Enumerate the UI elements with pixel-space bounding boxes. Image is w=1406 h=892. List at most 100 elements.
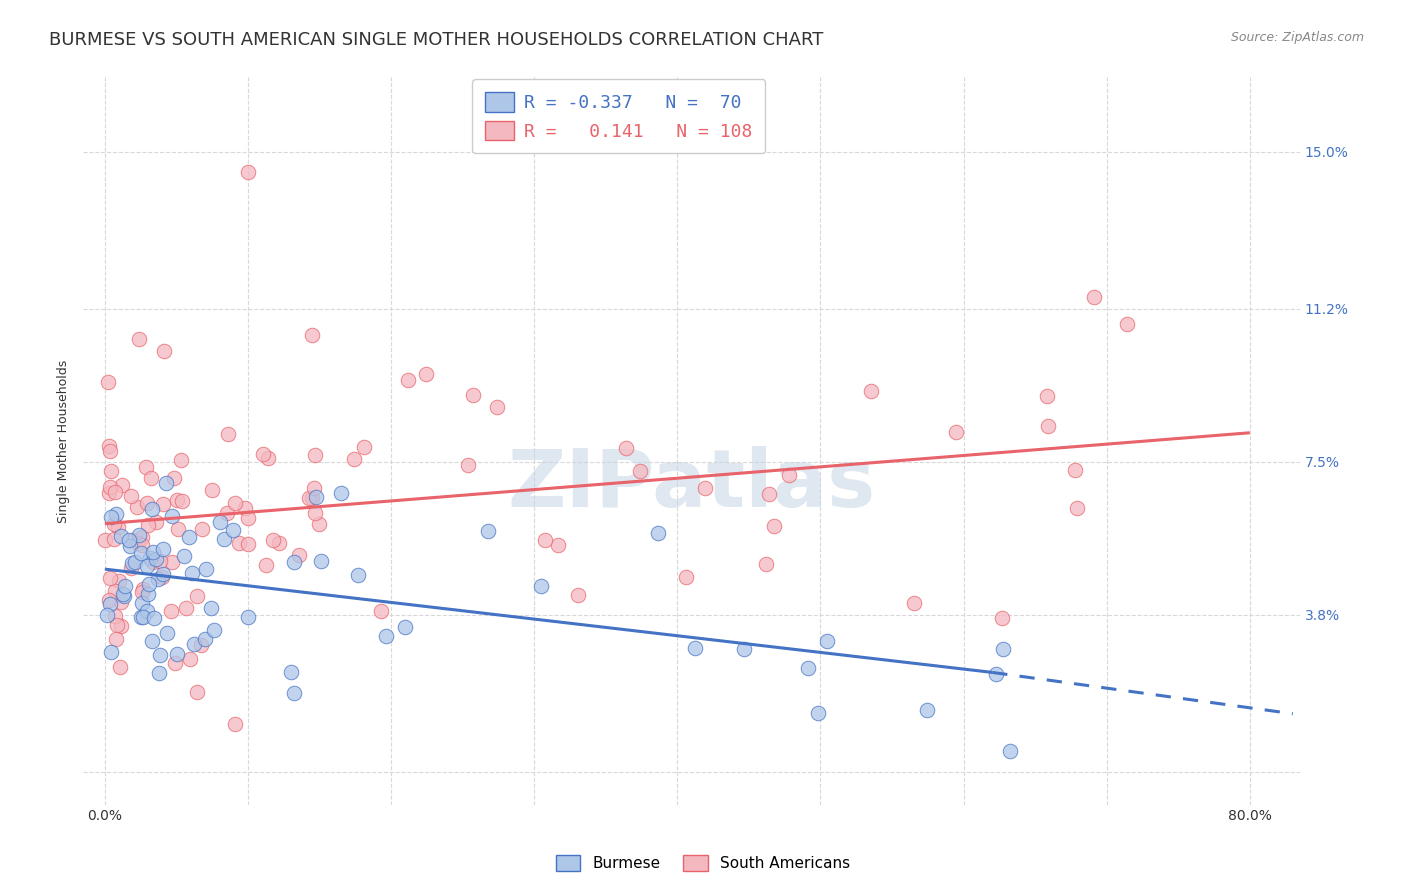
Point <box>105 618 128 632</box>
Point <box>131 596 153 610</box>
Point <box>98 598 121 612</box>
Point <box>1035 389 1057 403</box>
Point <box>534 533 557 548</box>
Point <box>149 554 172 568</box>
Point <box>683 641 706 656</box>
Point <box>309 553 332 567</box>
Point <box>141 502 163 516</box>
Point <box>152 542 174 557</box>
Point <box>128 332 150 346</box>
Point <box>254 558 277 572</box>
Point <box>194 632 217 647</box>
Point <box>183 637 205 651</box>
Point <box>127 536 149 550</box>
Point <box>100 464 122 478</box>
Text: BURMESE VS SOUTH AMERICAN SINGLE MOTHER HOUSEHOLDS CORRELATION CHART: BURMESE VS SOUTH AMERICAN SINGLE MOTHER … <box>49 31 824 49</box>
Point <box>353 440 375 454</box>
Point <box>567 588 589 602</box>
Point <box>262 533 284 548</box>
Point <box>614 442 637 456</box>
Point <box>222 523 245 537</box>
Point <box>139 471 162 485</box>
Point <box>136 587 159 601</box>
Point <box>202 623 225 637</box>
Point <box>166 647 188 661</box>
Point <box>675 569 697 583</box>
Point <box>165 656 187 670</box>
Point <box>190 639 212 653</box>
Point <box>179 651 201 665</box>
Point <box>859 384 882 399</box>
Point <box>200 601 222 615</box>
Point <box>135 496 157 510</box>
Point <box>97 592 120 607</box>
Point <box>1083 290 1105 304</box>
Point <box>415 367 437 381</box>
Point <box>104 609 127 624</box>
Point <box>145 515 167 529</box>
Point <box>98 479 121 493</box>
Point <box>186 685 208 699</box>
Point <box>149 648 172 662</box>
Point <box>778 467 800 482</box>
Point <box>110 619 132 633</box>
Point <box>228 535 250 549</box>
Point <box>142 555 165 569</box>
Point <box>529 579 551 593</box>
Point <box>304 506 326 520</box>
Point <box>121 557 143 571</box>
Point <box>396 373 419 387</box>
Point <box>236 511 259 525</box>
Point <box>998 744 1021 758</box>
Point <box>100 510 122 524</box>
Point <box>733 642 755 657</box>
Point <box>329 486 352 500</box>
Point <box>94 533 117 547</box>
Point <box>485 401 508 415</box>
Point <box>301 491 323 506</box>
Point <box>108 660 131 674</box>
Point <box>477 524 499 538</box>
Point <box>179 530 201 544</box>
Point <box>131 531 153 545</box>
Point <box>1036 418 1059 433</box>
Point <box>135 459 157 474</box>
Point <box>110 477 132 491</box>
Point <box>131 538 153 552</box>
Point <box>150 570 173 584</box>
Point <box>131 585 153 599</box>
Point <box>125 500 148 515</box>
Point <box>124 555 146 569</box>
Point <box>370 605 392 619</box>
Point <box>107 519 129 533</box>
Point <box>145 552 167 566</box>
Point <box>110 529 132 543</box>
Point <box>173 549 195 563</box>
Point <box>283 555 305 569</box>
Point <box>628 464 651 478</box>
Point <box>990 611 1012 625</box>
Point <box>304 448 326 462</box>
Point <box>111 587 134 601</box>
Point <box>153 344 176 359</box>
Point <box>224 717 246 731</box>
Point <box>148 666 170 681</box>
Point <box>180 566 202 581</box>
Point <box>461 388 484 402</box>
Point <box>190 522 212 536</box>
Point <box>156 626 179 640</box>
Point <box>100 645 122 659</box>
Point <box>143 611 166 625</box>
Point <box>129 610 152 624</box>
Point <box>236 537 259 551</box>
Point <box>797 661 820 675</box>
Point <box>105 632 128 646</box>
Point <box>120 561 142 575</box>
Point <box>807 706 830 720</box>
Point <box>160 603 183 617</box>
Point <box>209 515 232 529</box>
Point <box>346 567 368 582</box>
Point <box>139 550 162 565</box>
Point <box>815 633 838 648</box>
Point <box>236 165 259 179</box>
